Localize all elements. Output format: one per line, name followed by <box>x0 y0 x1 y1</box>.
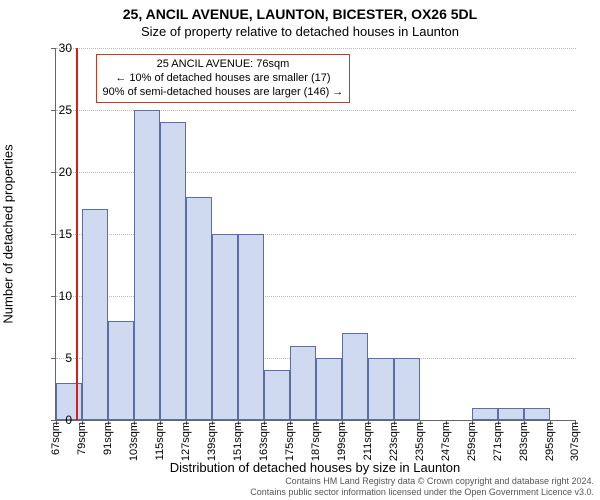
histogram-bar <box>160 122 186 420</box>
xtick-label: 139sqm <box>206 422 218 461</box>
ytick-label: 20 <box>32 165 72 179</box>
xtick-label: 151sqm <box>232 422 244 461</box>
x-axis-label: Distribution of detached houses by size … <box>55 460 575 475</box>
xtick-label: 187sqm <box>310 422 322 461</box>
footer-line-2: Contains public sector information licen… <box>250 487 594 497</box>
chart-title: 25, ANCIL AVENUE, LAUNTON, BICESTER, OX2… <box>0 6 600 22</box>
ytick-label: 10 <box>32 289 72 303</box>
plot-area: 67sqm79sqm91sqm103sqm115sqm127sqm139sqm1… <box>55 48 576 421</box>
ytick-label: 25 <box>32 103 72 117</box>
xtick-label: 79sqm <box>76 422 88 455</box>
xtick-label: 307sqm <box>569 422 581 461</box>
xtick-label: 175sqm <box>284 422 296 461</box>
xtick-label: 235sqm <box>414 422 426 461</box>
ytick-label: 5 <box>32 351 72 365</box>
histogram-bar <box>498 408 524 420</box>
marker-line <box>76 48 78 420</box>
xtick-label: 283sqm <box>518 422 530 461</box>
xtick-label: 259sqm <box>466 422 478 461</box>
xtick-label: 163sqm <box>258 422 270 461</box>
histogram-bar <box>134 110 160 420</box>
xtick-label: 115sqm <box>154 422 166 460</box>
footer-line-1: Contains HM Land Registry data © Crown c… <box>285 476 594 486</box>
histogram-bar <box>290 346 316 420</box>
xtick-label: 211sqm <box>362 422 374 460</box>
xtick-label: 199sqm <box>336 422 348 461</box>
annotation-line-1: 25 ANCIL AVENUE: 76sqm <box>103 58 344 72</box>
ytick-label: 0 <box>32 413 72 427</box>
histogram-bar <box>108 321 134 420</box>
xtick-label: 295sqm <box>544 422 556 461</box>
gridline <box>56 48 576 49</box>
histogram-bar <box>472 408 498 420</box>
xtick-label: 103sqm <box>128 422 140 461</box>
histogram-bar <box>238 234 264 420</box>
xtick-label: 127sqm <box>180 422 192 461</box>
ytick-label: 15 <box>32 227 72 241</box>
histogram-bar <box>264 370 290 420</box>
annotation-box: 25 ANCIL AVENUE: 76sqm← 10% of detached … <box>96 54 351 103</box>
histogram-bar <box>186 197 212 420</box>
annotation-line-2: ← 10% of detached houses are smaller (17… <box>103 72 344 86</box>
y-axis-label: Number of detached properties <box>1 144 16 323</box>
ytick-label: 30 <box>32 41 72 55</box>
histogram-bar <box>368 358 394 420</box>
chart-container: 25, ANCIL AVENUE, LAUNTON, BICESTER, OX2… <box>0 0 600 500</box>
histogram-bar <box>342 333 368 420</box>
chart-subtitle: Size of property relative to detached ho… <box>0 24 600 39</box>
xtick-label: 271sqm <box>492 422 504 461</box>
annotation-line-3: 90% of semi-detached houses are larger (… <box>103 86 344 100</box>
footer-attribution: Contains HM Land Registry data © Crown c… <box>250 476 594 498</box>
xtick-label: 247sqm <box>440 422 452 461</box>
xtick-label: 91sqm <box>102 422 114 455</box>
histogram-bar <box>316 358 342 420</box>
histogram-bar <box>524 408 550 420</box>
histogram-bar <box>212 234 238 420</box>
histogram-bar <box>394 358 420 420</box>
xtick-label: 223sqm <box>388 422 400 461</box>
histogram-bar <box>82 209 108 420</box>
